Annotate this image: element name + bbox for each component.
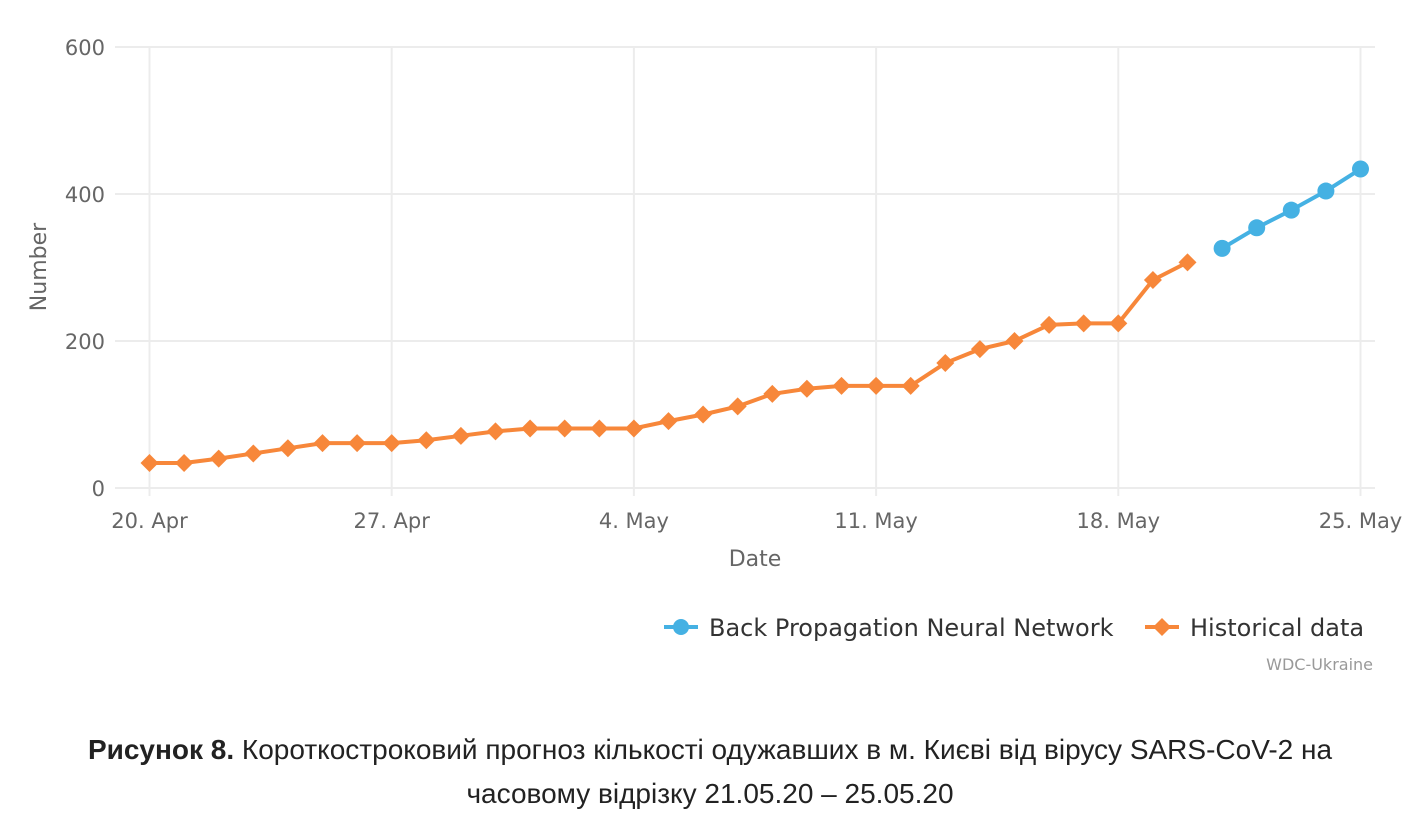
data-point-diamond[interactable] <box>1005 332 1024 350</box>
data-point-diamond[interactable] <box>486 422 505 441</box>
data-point-diamond[interactable] <box>728 397 747 416</box>
y-tick-label: 200 <box>65 330 105 354</box>
figure-caption: Рисунок 8. Короткостроковий прогноз кіль… <box>0 728 1420 816</box>
legend-label-bpnn: Back Propagation Neural Network <box>709 614 1114 642</box>
data-point-diamond[interactable] <box>970 340 989 359</box>
data-point-diamond[interactable] <box>832 376 851 395</box>
y-axis-ticks: 0 200 400 600 <box>65 36 105 501</box>
data-point-diamond[interactable] <box>797 379 816 398</box>
data-point-diamond[interactable] <box>1143 270 1162 289</box>
data-point-diamond[interactable] <box>382 434 401 453</box>
x-tick-label: 20. Apr <box>111 509 188 533</box>
data-point-diamond[interactable] <box>521 419 540 438</box>
legend-item-bpnn[interactable]: Back Propagation Neural Network <box>664 614 1114 642</box>
data-point-diamond[interactable] <box>1040 315 1059 334</box>
credit-link[interactable]: WDC-Ukraine <box>1266 655 1373 674</box>
data-point-diamond[interactable] <box>901 376 920 395</box>
legend-item-historical[interactable]: Historical data <box>1145 614 1364 642</box>
data-point-diamond[interactable] <box>1178 253 1197 272</box>
data-point-diamond[interactable] <box>1109 314 1128 333</box>
y-axis-title: Number <box>27 222 52 311</box>
caption-label: Рисунок 8. <box>87 734 235 765</box>
caption-line-2: часовому відрізку 21.05.20 – 25.05.20 <box>466 778 954 809</box>
data-point-diamond[interactable] <box>590 419 609 438</box>
x-tick-label: 25. May <box>1319 509 1403 533</box>
series-line <box>149 260 1189 466</box>
data-point-diamond[interactable] <box>694 405 713 424</box>
line-chart: 0 200 400 600 20. Apr 27. Apr 4. May 11. May 18… <box>27 36 1402 674</box>
x-tick-label: 4. May <box>599 509 669 533</box>
legend: Back Propagation Neural Network Historic… <box>664 614 1364 642</box>
x-axis-ticks: 20. Apr 27. Apr 4. May 11. May 18. May 25. Ma… <box>111 509 1402 533</box>
x-axis-title: Date <box>729 547 782 572</box>
data-point-diamond[interactable] <box>867 376 886 395</box>
data-point-circle[interactable] <box>1282 201 1300 219</box>
data-point-diamond[interactable] <box>140 454 159 473</box>
series-group <box>140 160 1369 473</box>
caption-line-1: Рисунок 8. Короткостроковий прогноз кіль… <box>0 728 1420 772</box>
data-point-diamond[interactable] <box>936 354 955 373</box>
y-tick-label: 0 <box>92 477 105 501</box>
diamond-marker-icon <box>1153 618 1171 636</box>
grid-lines <box>115 46 1375 496</box>
data-point-diamond[interactable] <box>209 449 228 468</box>
data-point-circle[interactable] <box>1248 219 1266 237</box>
y-tick-label: 400 <box>65 183 105 207</box>
legend-label-historical: Historical data <box>1190 614 1364 642</box>
data-point-diamond[interactable] <box>555 419 574 438</box>
data-point-circle[interactable] <box>1213 239 1231 257</box>
data-point-circle[interactable] <box>1352 160 1369 178</box>
data-point-diamond[interactable] <box>348 434 367 453</box>
circle-marker-icon <box>673 619 689 635</box>
data-point-diamond[interactable] <box>763 384 782 403</box>
data-point-diamond[interactable] <box>659 412 678 431</box>
data-point-diamond[interactable] <box>1074 314 1093 333</box>
data-point-diamond[interactable] <box>244 444 263 463</box>
caption-text-1: Короткостроковий прогноз кількості одужа… <box>234 734 1333 765</box>
x-tick-label: 18. May <box>1077 509 1161 533</box>
data-point-diamond[interactable] <box>624 419 643 438</box>
data-point-diamond[interactable] <box>175 454 194 473</box>
x-tick-label: 27. Apr <box>353 509 430 533</box>
y-tick-label: 600 <box>65 36 105 60</box>
x-tick-label: 11. May <box>834 509 918 533</box>
data-point-circle[interactable] <box>1317 182 1335 200</box>
data-point-diamond[interactable] <box>313 434 332 453</box>
data-point-diamond[interactable] <box>417 431 436 450</box>
data-point-diamond[interactable] <box>278 439 297 458</box>
data-point-diamond[interactable] <box>451 426 470 445</box>
